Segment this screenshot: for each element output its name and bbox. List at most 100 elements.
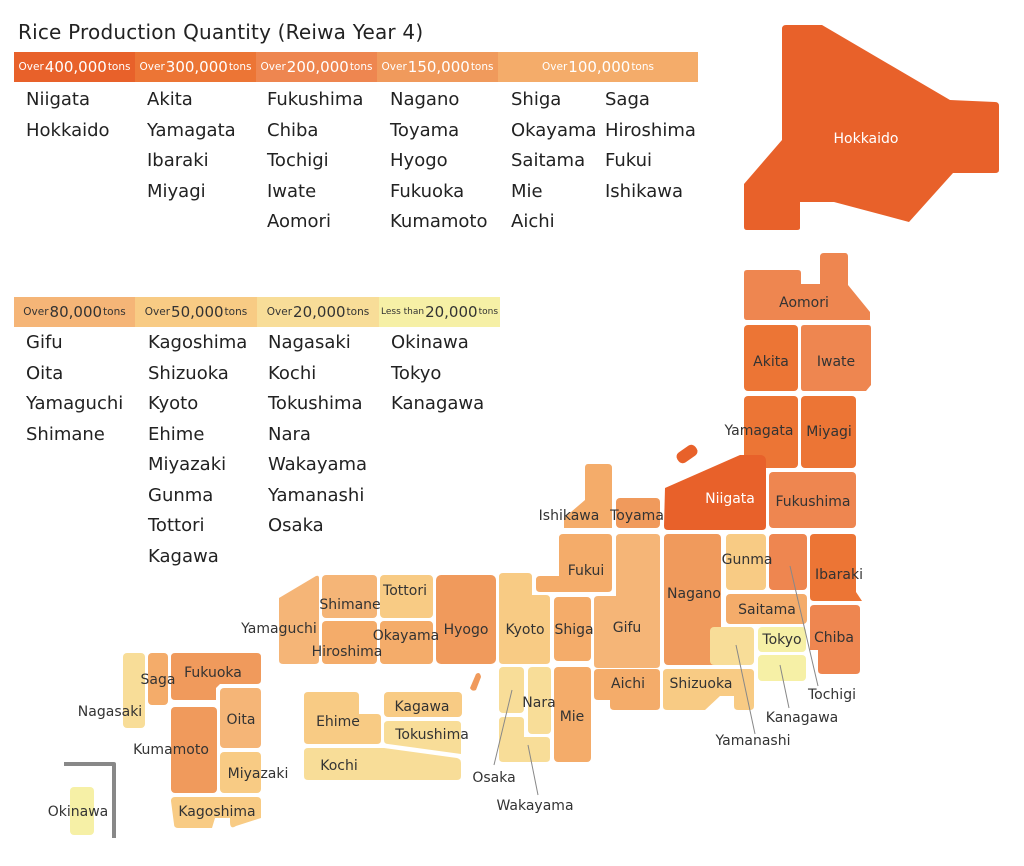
pref-shiga[interactable] xyxy=(554,597,591,661)
pref-kagoshima[interactable] xyxy=(171,797,261,828)
list-item: Osaka xyxy=(268,515,324,536)
label-gifu: Gifu xyxy=(613,620,642,636)
pref-ehime[interactable] xyxy=(304,692,381,744)
pref-kochi[interactable] xyxy=(304,748,461,780)
label-chiba: Chiba xyxy=(814,630,854,646)
tier-value: 300,000 xyxy=(165,58,228,76)
list-item: Kochi xyxy=(268,362,317,384)
label-iwate: Iwate xyxy=(817,354,855,370)
list-item: Iwate xyxy=(267,180,317,202)
pref-kanagawa[interactable] xyxy=(758,655,806,681)
tier-prefix: Over xyxy=(144,306,171,318)
pref-wakayama[interactable] xyxy=(499,717,550,762)
pref-fukuoka[interactable] xyxy=(171,653,261,700)
pref-ishikawa[interactable] xyxy=(564,464,612,528)
pref-shimane[interactable] xyxy=(322,575,377,618)
legend-tier-20k: Over 20,000 tons xyxy=(257,297,379,327)
list-item: Kagoshima xyxy=(148,332,248,353)
list-item: Hyogo xyxy=(390,150,448,171)
tier-150k-list: Nagano Toyama Hyogo Fukuoka Kumamoto xyxy=(390,85,488,238)
pref-tochigi[interactable] xyxy=(769,534,807,590)
pref-oita[interactable] xyxy=(220,688,261,748)
label-kyoto: Kyoto xyxy=(505,622,544,638)
pref-mie[interactable] xyxy=(554,667,591,762)
pref-okayama[interactable] xyxy=(380,621,433,664)
pref-tottori[interactable] xyxy=(380,575,433,618)
list-item: Shizuoka xyxy=(148,362,229,384)
pref-saitama[interactable] xyxy=(726,594,807,624)
pref-miyagi[interactable] xyxy=(801,396,856,468)
pref-yamanashi[interactable] xyxy=(710,627,754,665)
pref-yamaguchi[interactable] xyxy=(279,575,319,664)
label-aomori: Aomori xyxy=(779,295,829,311)
pref-fukui[interactable] xyxy=(536,534,612,592)
pref-kyoto[interactable] xyxy=(499,573,550,664)
tier-value: 150,000 xyxy=(407,58,470,76)
label-kumamoto: Kumamoto xyxy=(133,742,209,758)
pref-ibaraki[interactable] xyxy=(810,534,862,601)
pref-hokkaido[interactable] xyxy=(744,25,999,230)
pref-aichi[interactable] xyxy=(594,669,660,710)
label-tottori: Tottori xyxy=(382,583,427,599)
label-kagawa: Kagawa xyxy=(394,699,449,715)
pref-saga[interactable] xyxy=(148,653,168,705)
list-item: Gifu xyxy=(26,332,63,353)
label-niigata: Niigata xyxy=(705,491,755,507)
tier-prefix: Over xyxy=(542,61,568,73)
legend-tier-150k: Over 150,000 tons xyxy=(377,52,498,82)
tier-value: 400,000 xyxy=(44,58,107,76)
page-title: Rice Production Quantity (Reiwa Year 4) xyxy=(18,20,424,44)
list-item: Kanagawa xyxy=(391,393,485,414)
label-kagoshima: Kagoshima xyxy=(178,804,255,820)
list-item: Ehime xyxy=(148,423,205,445)
legend-tier-50k: Over 50,000 tons xyxy=(135,297,257,327)
list-item: Kumamoto xyxy=(390,211,488,232)
pref-hiroshima[interactable] xyxy=(322,621,377,664)
tier-100k-list-a: Shiga Okayama Saitama Mie Aichi xyxy=(511,85,597,238)
pref-iwate[interactable] xyxy=(801,325,871,391)
tier-suffix: tons xyxy=(349,61,373,73)
label-hiroshima: Hiroshima xyxy=(312,644,383,660)
legend-tier-100k: Over 100,000 tons xyxy=(498,52,698,82)
pref-tokushima[interactable] xyxy=(384,721,461,754)
pref-aomori[interactable] xyxy=(744,253,870,320)
list-item: Shimane xyxy=(26,423,105,445)
pref-kagawa[interactable] xyxy=(384,692,462,717)
list-item: Hiroshima xyxy=(605,119,696,141)
pref-fukushima[interactable] xyxy=(769,472,856,528)
label-akita: Akita xyxy=(753,354,789,370)
pref-chiba[interactable] xyxy=(810,605,860,674)
tier-400k-list: Niigata Hokkaido xyxy=(26,85,110,146)
tier-suffix: tons xyxy=(346,306,370,318)
pref-hyogo[interactable] xyxy=(436,575,496,664)
legend-tier-80k: Over 80,000 tons xyxy=(14,297,135,327)
pref-nagano[interactable] xyxy=(664,534,721,665)
list-item: Yamagata xyxy=(147,119,236,141)
tier-value: 100,000 xyxy=(568,58,631,76)
pref-toyama[interactable] xyxy=(616,498,660,528)
pref-nara[interactable] xyxy=(528,667,551,734)
pref-niigata[interactable] xyxy=(664,455,766,530)
pref-akita[interactable] xyxy=(744,325,798,391)
label-nagasaki: Nagasaki xyxy=(78,704,142,720)
pref-miyazaki[interactable] xyxy=(220,752,261,793)
label-saga: Saga xyxy=(141,672,176,688)
pref-kumamoto[interactable] xyxy=(171,707,217,793)
label-wakayama: Wakayama xyxy=(496,798,573,814)
pref-gifu[interactable] xyxy=(594,534,660,668)
label-toyama: Toyama xyxy=(609,508,664,524)
tier-prefix: Over xyxy=(266,306,293,318)
list-item: Hokkaido xyxy=(26,119,110,141)
pref-okinawa[interactable] xyxy=(70,787,94,835)
pref-shizuoka[interactable] xyxy=(663,669,754,710)
pref-tokyo[interactable] xyxy=(758,627,806,652)
tier-50k-list: Kagoshima Shizuoka Kyoto Ehime Miyazaki … xyxy=(148,328,247,572)
pref-yamagata[interactable] xyxy=(744,396,798,468)
tier-suffix: tons xyxy=(478,307,499,317)
tier-300k-list: Akita Yamagata Ibaraki Miyagi xyxy=(147,85,236,207)
label-shiga: Shiga xyxy=(554,622,593,638)
pref-gunma[interactable] xyxy=(726,534,766,590)
list-item: Mie xyxy=(511,180,543,202)
label-tokyo: Tokyo xyxy=(761,632,801,648)
pref-nagasaki[interactable] xyxy=(123,653,145,728)
